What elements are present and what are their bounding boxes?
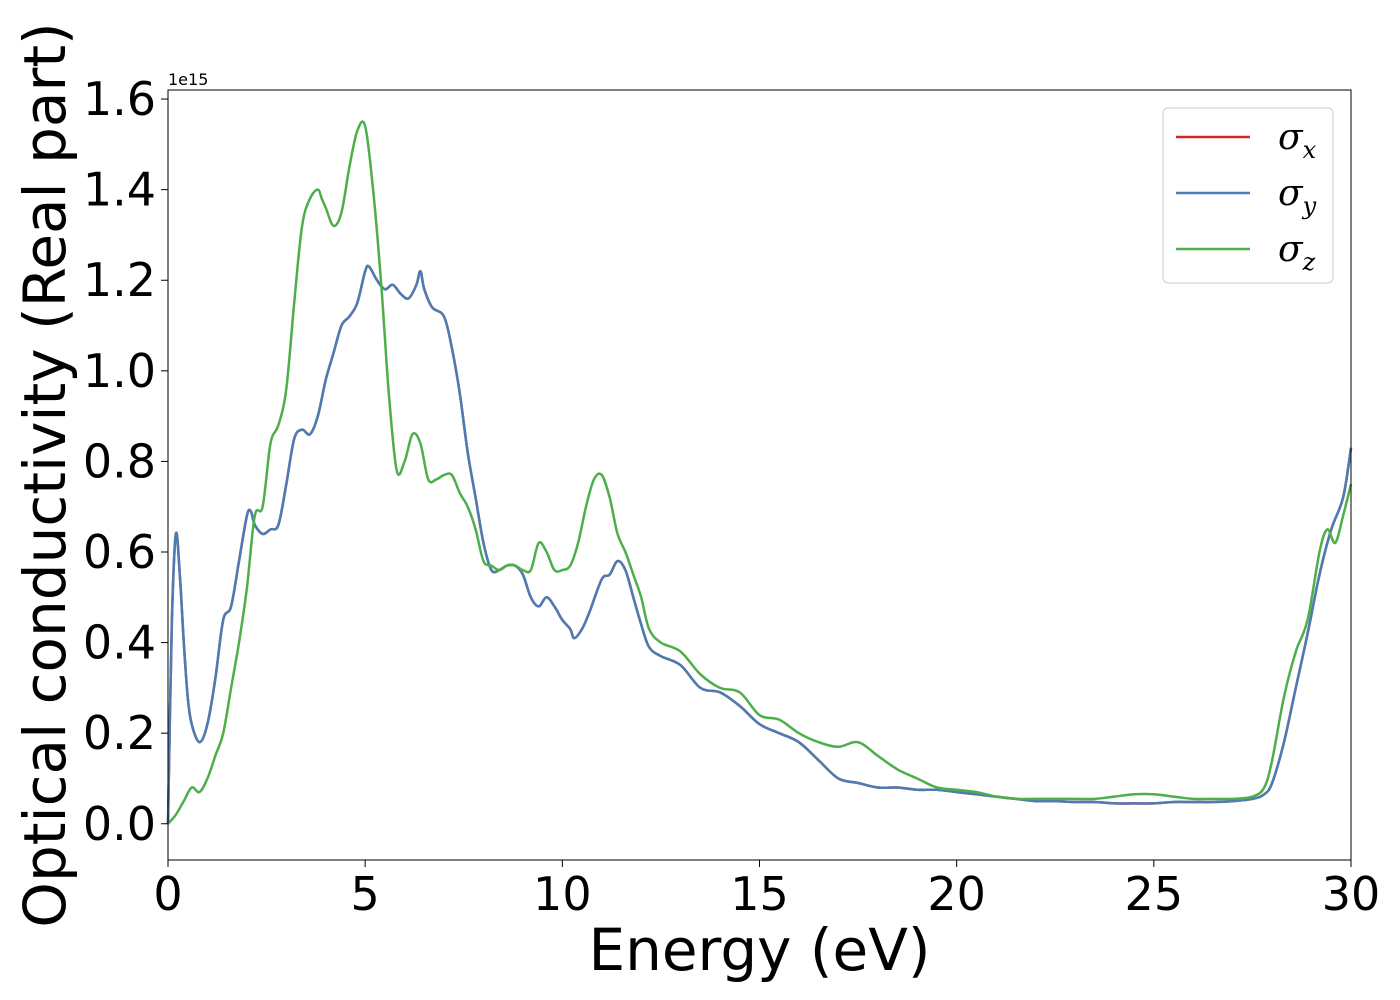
y-tick-label: 0.6 xyxy=(83,525,156,579)
x-tick-label: 25 xyxy=(1125,867,1184,921)
legend-label-x: σx xyxy=(1278,117,1317,164)
x-tick-label: 0 xyxy=(153,867,182,921)
legend-label-y: σy xyxy=(1278,173,1317,220)
x-tick-label: 30 xyxy=(1322,867,1381,921)
y-tick-label: 1.0 xyxy=(83,344,156,398)
y-tick-label: 0.0 xyxy=(83,797,156,851)
legend-subscript: x xyxy=(1303,136,1317,164)
y-offset-label: 1e15 xyxy=(168,70,208,89)
y-tick-label: 0.2 xyxy=(83,706,156,760)
legend-symbol: σ xyxy=(1278,229,1304,270)
legend-subscript: y xyxy=(1302,192,1317,220)
series-line-z xyxy=(167,120,1353,825)
series-lines xyxy=(166,120,1353,825)
legend-subscript: z xyxy=(1302,248,1316,276)
legend-label-z: σz xyxy=(1278,229,1316,276)
y-tick-label: 0.4 xyxy=(83,616,156,670)
legend-symbol: σ xyxy=(1278,173,1304,214)
series-line-x xyxy=(166,264,1353,824)
axis-ticks: 0 5 10 15 20 25 30 0.0 0.2 0.4 0.6 0.8 1.0 1.2 1.4 1.6 xyxy=(83,72,1380,921)
x-tick-label: 5 xyxy=(351,867,380,921)
x-tick-label: 10 xyxy=(533,867,592,921)
x-axis-title: Energy (eV) xyxy=(588,916,930,984)
x-tick-label: 15 xyxy=(730,867,789,921)
y-tick-label: 1.2 xyxy=(83,253,156,307)
y-tick-label: 0.8 xyxy=(83,434,156,488)
y-axis-title: Optical conductivity (Real part) xyxy=(11,22,79,927)
legend-symbol: σ xyxy=(1278,117,1304,158)
series-line-y xyxy=(166,264,1353,824)
x-tick-label: 20 xyxy=(927,867,986,921)
y-tick-label: 1.6 xyxy=(83,72,156,126)
y-tick-label: 1.4 xyxy=(83,163,156,217)
legend-box xyxy=(1162,107,1334,284)
